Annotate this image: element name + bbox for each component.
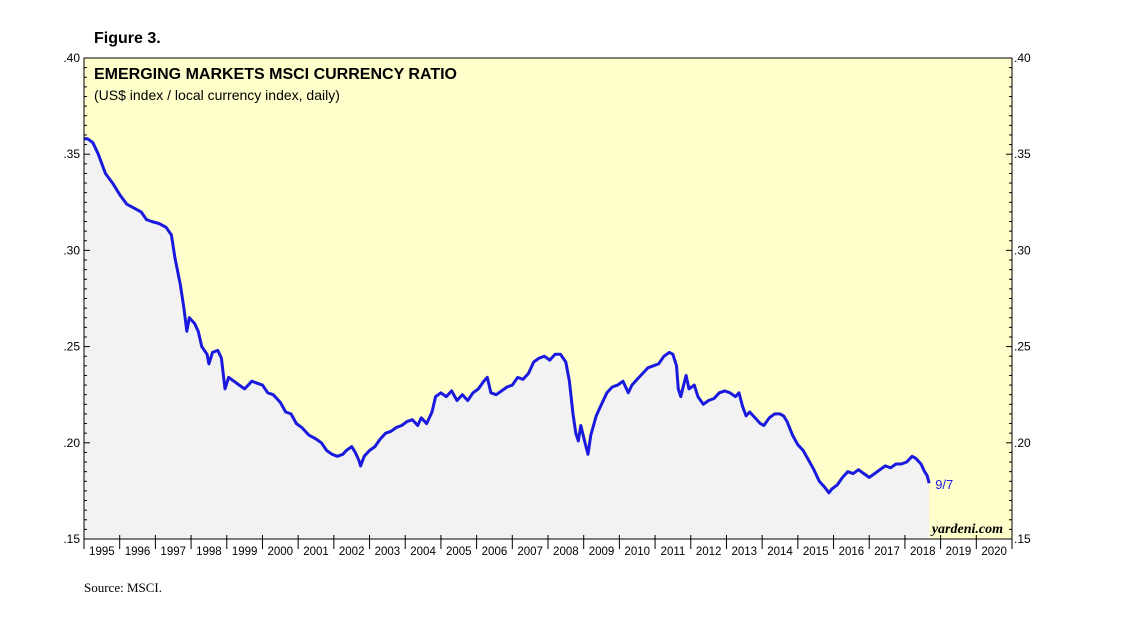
x-tick-label: 2003 — [375, 546, 401, 558]
x-tick-label: 2000 — [268, 546, 294, 558]
y-tick-label-right: .25 — [1014, 340, 1031, 354]
y-tick-label-left: .25 — [63, 340, 80, 354]
y-axis-left: .15 .20 .25 .30 .35 .40 — [63, 51, 90, 546]
y-tick-label-right: .40 — [1014, 51, 1031, 65]
x-tick-label: 2005 — [446, 546, 472, 558]
x-tick-label: 2006 — [482, 546, 508, 558]
x-tick-label: 2019 — [946, 546, 972, 558]
x-tick-label: 2009 — [589, 546, 615, 558]
source-note: Source: MSCI. — [84, 580, 162, 595]
y-tick-label-right: .15 — [1014, 532, 1031, 546]
x-tick-label: 2013 — [732, 546, 758, 558]
end-value-label: 9/7 — [935, 477, 953, 492]
y-tick-label-left: .15 — [63, 532, 80, 546]
x-tick-label: 2015 — [803, 546, 829, 558]
x-tick-label: 2014 — [767, 546, 793, 558]
y-tick-label-left: .20 — [63, 436, 80, 450]
x-tick-label: 1998 — [196, 546, 222, 558]
watermark: yardeni.com — [930, 522, 1003, 537]
x-tick-label: 2017 — [874, 546, 900, 558]
x-tick-label: 1995 — [89, 546, 115, 558]
series-line — [84, 137, 931, 495]
x-tick-label: 2010 — [624, 546, 650, 558]
x-tick-label: 2020 — [981, 546, 1007, 558]
x-tick-label: 2002 — [339, 546, 365, 558]
x-tick-label: 2007 — [517, 546, 543, 558]
y-tick-label-right: .20 — [1014, 436, 1031, 450]
x-tick-label: 1996 — [125, 546, 151, 558]
x-tick-label: 2008 — [553, 546, 579, 558]
y-tick-label-left: .40 — [63, 51, 80, 65]
x-tick-label: 1997 — [160, 546, 186, 558]
x-tick-label: 2018 — [910, 546, 936, 558]
figure-label: Figure 3. — [94, 30, 161, 47]
y-tick-label-right: .35 — [1014, 147, 1031, 161]
chart-title: EMERGING MARKETS MSCI CURRENCY RATIO — [94, 66, 457, 83]
x-tick-label: 2004 — [410, 546, 436, 558]
x-axis: 1995 1996 1997 1998 1999 2000 2001 2002 2003 2004… — [83, 535, 1013, 558]
chart-subtitle: (US$ index / local currency index, daily… — [94, 87, 340, 103]
area-fill — [84, 138, 930, 540]
y-tick-label-left: .30 — [63, 243, 80, 257]
y-axis-right: .15 .20 .25 .30 .35 .40 — [1006, 51, 1031, 546]
x-tick-label: 2011 — [661, 546, 686, 558]
x-tick-label: 1999 — [232, 546, 258, 558]
x-tick-label: 2012 — [696, 546, 722, 558]
y-tick-label-right: .30 — [1014, 243, 1031, 257]
y-tick-label-left: .35 — [63, 147, 80, 161]
x-tick-label: 2001 — [303, 546, 329, 558]
x-tick-label: 2016 — [839, 546, 865, 558]
